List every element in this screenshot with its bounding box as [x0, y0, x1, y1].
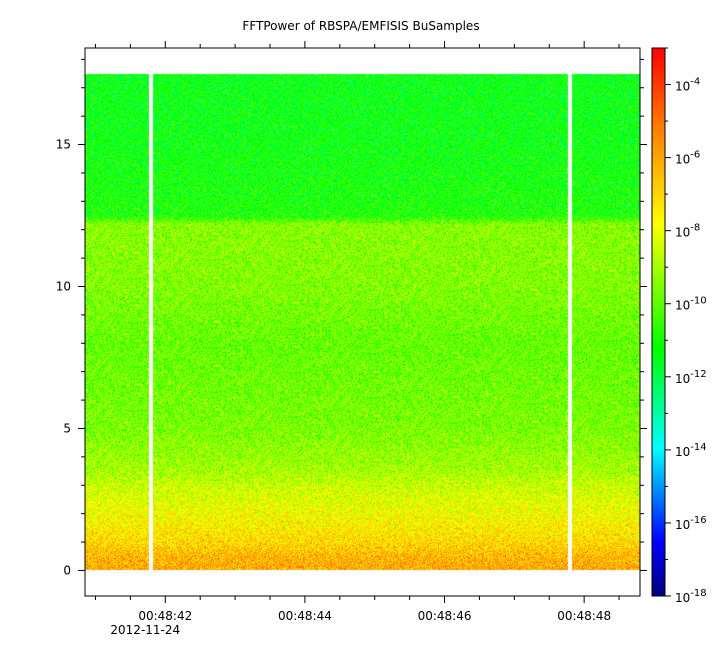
- colorbar-tick-label: 10-6: [675, 150, 700, 167]
- y-axis: 0 5 10 15: [56, 58, 647, 577]
- x-tick-label: 00:48:48: [557, 609, 611, 623]
- colorbar-tick-label: 10-16: [675, 515, 707, 532]
- x-tick-label: 00:48:46: [418, 609, 472, 623]
- colorbar-tick-label: 10-12: [675, 369, 707, 386]
- colorbar-tick-label: 10-4: [675, 77, 700, 94]
- colorbar-axis: 10-18 10-16 10-14 10-12 10-10 10-8 10-6 10-4: [665, 47, 707, 605]
- y-tick-label: 10: [56, 280, 71, 294]
- colorbar: [651, 47, 666, 597]
- x-tick-label: 00:48:42: [138, 609, 192, 623]
- colorbar-tick-label: 10-8: [675, 223, 700, 240]
- colorbar-tick-label: 10-10: [675, 296, 707, 313]
- x-date-label: 2012-11-24: [110, 623, 180, 637]
- colorbar-tick-label: 10-18: [675, 588, 707, 605]
- chart-title: FFTPower of RBSPA/EMFISIS BuSamples: [242, 19, 479, 33]
- colorbar-tick-label: 10-14: [675, 442, 707, 459]
- y-tick-label: 5: [63, 421, 71, 435]
- plot-frame: [84, 47, 641, 597]
- x-tick-label: 00:48:44: [278, 609, 332, 623]
- spectrogram-heatmap: [85, 48, 640, 596]
- y-tick-label: 15: [56, 138, 71, 152]
- y-tick-label: 0: [63, 563, 71, 577]
